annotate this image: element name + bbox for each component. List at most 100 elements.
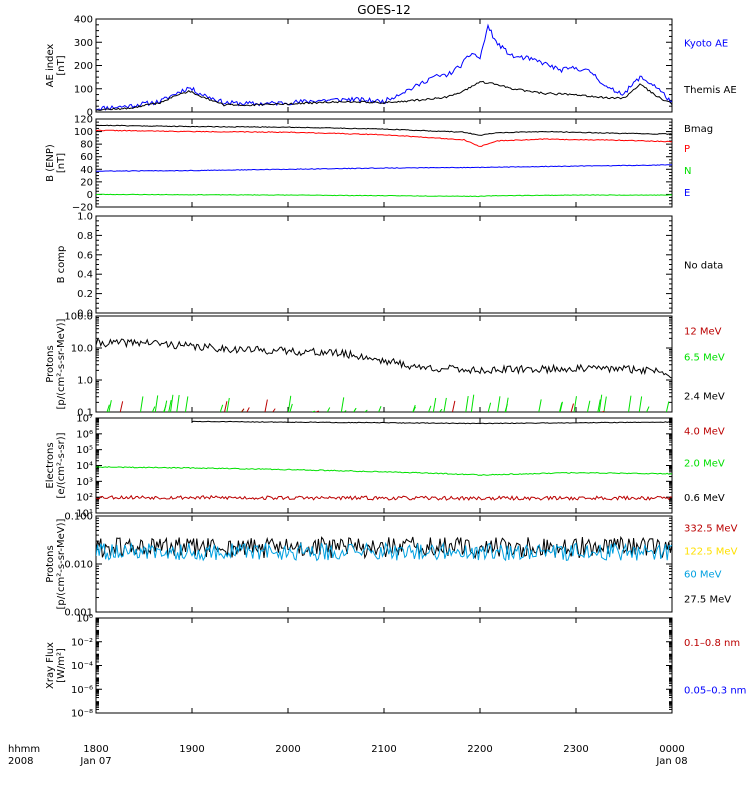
y-tick-label: 0.2 bbox=[77, 289, 93, 300]
series-line-6.5-mev bbox=[364, 409, 368, 412]
y-tick-label: 0.0 bbox=[77, 309, 93, 320]
series-line-27.5-mev bbox=[96, 535, 672, 560]
legend-item: Themis AE bbox=[683, 85, 737, 96]
x-tick-sublabel: Jan 08 bbox=[655, 756, 687, 767]
y-axis-title: [p/(cm²-s-sr-MeV)] bbox=[56, 518, 67, 609]
legend-item: No data bbox=[684, 261, 723, 272]
x-corner-label-year: 2008 bbox=[8, 756, 33, 767]
y-tick-label: 100 bbox=[74, 84, 93, 95]
x-tick-label: 1800 bbox=[83, 744, 108, 755]
legend-item: 2.4 MeV bbox=[684, 392, 725, 403]
y-axis-title: B (ENP) bbox=[45, 144, 56, 182]
x-tick-label: 2000 bbox=[275, 744, 300, 755]
x-tick-label: 0000 bbox=[659, 744, 684, 755]
series-line-6.5-mev bbox=[140, 396, 144, 412]
panel-6: 0.001 0.010 0.100 Protons [p/(cm²-s-sr-MeV)]… bbox=[45, 512, 738, 619]
y-tick-label: 10⁻⁸ bbox=[71, 709, 93, 720]
panel-frame bbox=[95, 18, 673, 113]
legend-item: 27.5 MeV bbox=[684, 595, 731, 606]
series-line-6.5-mev bbox=[504, 403, 508, 412]
x-corner-label-hhmm: hhmm bbox=[8, 744, 40, 755]
panel-frame bbox=[95, 617, 673, 714]
series-line-6.5-mev bbox=[603, 396, 607, 412]
y-tick-label: 0 bbox=[87, 190, 93, 201]
x-tick-label: 2300 bbox=[563, 744, 588, 755]
series-line-6.5-mev bbox=[465, 395, 469, 412]
series-line-6.5-mev bbox=[470, 394, 475, 412]
series-line-6.5-mev bbox=[168, 400, 172, 412]
series-line-6.5-mev bbox=[638, 396, 643, 412]
panel-4: 0.1 1.0 10.0 100.0 Protons [p/(cm²-s-sr-MeV)]… bbox=[45, 312, 725, 419]
y-axis-title: Protons bbox=[45, 545, 56, 582]
series-line-6.5-mev bbox=[378, 405, 382, 412]
y-tick-label: 200 bbox=[74, 61, 93, 72]
series-line-6.5-mev bbox=[170, 394, 174, 412]
y-axis-title: [nT] bbox=[56, 55, 67, 75]
legend-item: Bmag bbox=[684, 124, 713, 135]
series-line-4.0-mev bbox=[96, 494, 672, 501]
y-tick-label: 10⁶ bbox=[76, 429, 93, 440]
series-line-12-mev bbox=[264, 399, 268, 412]
panel-frame bbox=[95, 515, 673, 613]
series-line-6.5-mev bbox=[340, 397, 345, 412]
x-tick-label: 2100 bbox=[371, 744, 396, 755]
panel-1: 0 100 200 300 400 AE index [nT] Kyoto AE Themis … bbox=[45, 15, 737, 119]
panel-frame bbox=[95, 118, 673, 208]
y-axis-title: Xray Flux bbox=[45, 642, 56, 689]
legend-item: 0.6 MeV bbox=[684, 493, 725, 504]
series-line-6.5-mev bbox=[353, 407, 357, 412]
series-line-bmag bbox=[96, 124, 672, 136]
series-line-12-mev bbox=[246, 407, 250, 412]
series-line-6.5-mev bbox=[628, 395, 632, 412]
series-line-2.4-mev bbox=[96, 338, 672, 379]
y-tick-label: 120 bbox=[74, 115, 93, 126]
y-axis-title: Electrons bbox=[45, 442, 56, 488]
series-line-60-mev bbox=[96, 541, 672, 562]
series-line-6.5-mev bbox=[443, 397, 447, 412]
y-tick-label: 10⁷ bbox=[76, 414, 93, 425]
y-tick-label: 10³ bbox=[76, 477, 93, 488]
series-line-12-mev bbox=[451, 400, 456, 412]
y-tick-label: 0.010 bbox=[64, 560, 93, 571]
series-line-6.5-mev bbox=[326, 407, 331, 412]
series-line-6.5-mev bbox=[312, 410, 315, 412]
y-axis-title: Protons bbox=[45, 345, 56, 382]
panel-frame bbox=[95, 315, 673, 413]
y-axis-title: [p/(cm²-s-sr-MeV)] bbox=[56, 318, 67, 409]
series-line-6.5-mev bbox=[586, 400, 591, 412]
y-tick-label: 10⁵ bbox=[76, 445, 93, 456]
series-line-6.5-mev bbox=[289, 403, 293, 412]
y-tick-label: 10⁻⁶ bbox=[71, 685, 93, 696]
x-tick-sublabel: Jan 07 bbox=[79, 756, 111, 767]
y-tick-label: −20 bbox=[72, 203, 93, 214]
y-tick-label: 300 bbox=[74, 38, 93, 49]
y-tick-label: 100 bbox=[74, 127, 93, 138]
y-axis-title: AE index bbox=[45, 44, 56, 88]
series-line-6.5-mev bbox=[154, 395, 159, 412]
series-line-12-mev bbox=[241, 408, 245, 412]
series-line-6.5-mev bbox=[432, 397, 437, 412]
x-tick-label: 1900 bbox=[179, 744, 204, 755]
y-axis-title: [nT] bbox=[56, 153, 67, 173]
y-tick-label: 80 bbox=[80, 140, 93, 151]
y-tick-label: 0.1 bbox=[77, 408, 93, 419]
series-line-6.5-mev bbox=[665, 401, 670, 412]
series-line-6.5-mev bbox=[598, 394, 603, 412]
y-tick-label: 0 bbox=[87, 108, 93, 119]
series-line-6.5-mev bbox=[219, 404, 224, 412]
y-tick-label: 10⁻² bbox=[71, 637, 93, 648]
y-tick-label: 100.0 bbox=[64, 312, 93, 323]
series-line-2.0-mev bbox=[96, 466, 672, 476]
series-line-p bbox=[96, 129, 672, 147]
series-line-6.5-mev bbox=[428, 405, 432, 412]
series-line-n bbox=[96, 193, 672, 198]
series-line-kyoto-ae bbox=[96, 23, 672, 111]
legend-item: 0.05–0.3 nm bbox=[684, 685, 746, 696]
series-line-6.5-mev bbox=[487, 402, 492, 412]
y-tick-label: 60 bbox=[80, 152, 93, 163]
legend-item: 12 MeV bbox=[684, 326, 722, 337]
legend-item: E bbox=[684, 188, 690, 199]
